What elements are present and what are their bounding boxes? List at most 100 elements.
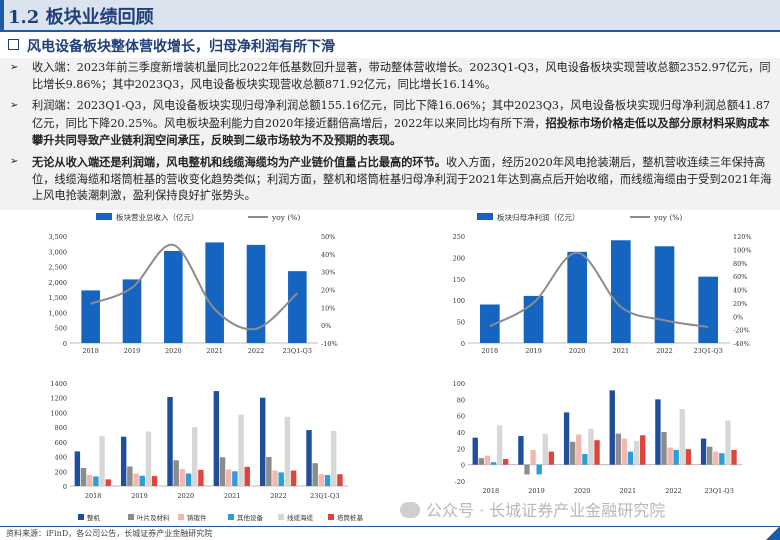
bar-塔筒桩基 <box>244 466 250 486</box>
y2-tick-label: 60% <box>733 273 747 281</box>
bar-整机 <box>609 390 615 465</box>
x-tick-label: 23Q1-Q3 <box>283 347 312 355</box>
y-tick-label: 0 <box>461 462 465 470</box>
subheading: 风电设备板块整体营收增长，归母净利润有所下滑 <box>8 36 335 56</box>
x-tick-label: 2019 <box>124 347 141 355</box>
x-tick-label: 2019 <box>525 347 542 355</box>
bar-塔筒桩基 <box>594 440 600 465</box>
x-tick-label: 23Q1-Q3 <box>704 487 733 495</box>
bar-线缆海缆 <box>238 414 244 486</box>
y-tick-label: 0 <box>63 340 67 348</box>
legend-label: yoy (%) <box>653 213 682 222</box>
section-header: 1.2 板块业绩回顾 <box>0 0 780 30</box>
y-tick-label: 1,000 <box>48 309 67 317</box>
y-tick-label: 800 <box>55 424 67 432</box>
y2-tick-label: -20% <box>733 327 750 335</box>
bar-其他设备 <box>93 476 99 486</box>
bullet-bold-text: 无论从收入端还是利润端，风电整机和线缆海缆均为产业链价值量占比最高的环节。 <box>32 155 446 169</box>
x-tick-label: 2019 <box>528 487 545 495</box>
x-tick-label: 2019 <box>131 492 148 500</box>
y-tick-label: -20 <box>455 478 465 486</box>
bar-其他设备 <box>278 472 284 486</box>
x-tick-label: 2022 <box>656 347 673 355</box>
bar-塔筒桩基 <box>151 476 158 486</box>
chart-revenue: 板块营业总收入（亿元） yoy (%) 0 500 1,000 1,500 2,000 2,5… <box>48 212 337 355</box>
bar-线缆海缆 <box>679 409 685 465</box>
bar-叶片及材料 <box>266 456 272 486</box>
bar-塔筒桩基 <box>337 474 343 486</box>
legend-swatch <box>178 514 184 520</box>
y2-tick-label: 20% <box>733 300 747 308</box>
bar-叶片及材料 <box>706 446 713 465</box>
y-tick-label: 100 <box>453 297 465 305</box>
bar-线缆海缆 <box>192 427 198 486</box>
x-tick-label: 2018 <box>483 487 500 495</box>
bar-叶片及材料 <box>219 457 226 486</box>
bar-线缆海缆 <box>588 428 594 465</box>
bar-叶片及材料 <box>615 433 622 465</box>
yoy-line <box>90 243 299 331</box>
bullet-revenue: ➢ 收入端：2023年前三季度新增装机量同比2022年低基数回升显著，带动整体营… <box>10 60 774 93</box>
bar-铸锻件 <box>272 470 278 486</box>
bar-叶片及材料 <box>312 463 318 486</box>
legend-swatch <box>278 514 284 520</box>
bar-叶片及材料 <box>80 467 87 486</box>
y2-tick-label: 20% <box>321 287 335 295</box>
bar-线缆海缆 <box>145 431 152 486</box>
bar-其他设备 <box>324 474 331 486</box>
y2-tick-label: 40% <box>733 287 747 295</box>
legend-swatch <box>78 514 84 520</box>
y2-tick-label: 50% <box>321 233 335 241</box>
bar-塔筒桩基 <box>548 451 555 465</box>
bar <box>246 244 266 343</box>
y-tick-label: 500 <box>55 325 67 333</box>
bar-铸锻件 <box>713 451 719 465</box>
y2-tick-label: 0% <box>321 322 331 330</box>
bar <box>288 271 307 343</box>
bar-整机 <box>700 438 707 465</box>
x-tick-label: 2018 <box>482 347 499 355</box>
bar-线缆海缆 <box>633 440 640 465</box>
bar-铸锻件 <box>225 469 232 486</box>
legend-label: 线缆海缆 <box>287 513 314 522</box>
bar-整机 <box>74 451 81 486</box>
x-tick-label: 2020 <box>178 492 195 500</box>
bar-线缆海缆 <box>331 430 337 486</box>
arrow-bullet-icon: ➢ <box>10 156 19 167</box>
y-tick-label: 2,000 <box>48 279 67 287</box>
chart-net-profit: 板块归母净利润（亿元） yoy (%) 0 50 100 150 200 250 -40% -20… <box>453 212 752 355</box>
bar-铸锻件 <box>133 473 139 486</box>
y-tick-label: 0 <box>63 483 67 491</box>
bar-铸锻件 <box>621 438 628 465</box>
x-tick-label: 2021 <box>613 347 630 355</box>
x-tick-label: 2018 <box>85 492 102 500</box>
bar <box>567 251 587 343</box>
y-tick-label: 60 <box>457 413 465 421</box>
bar <box>205 242 224 343</box>
y-tick-label: 600 <box>55 439 67 447</box>
bar-其他设备 <box>185 473 192 486</box>
y-tick-label: 200 <box>55 468 67 476</box>
bar-线缆海缆 <box>496 425 503 465</box>
summary-box: ➢ 收入端：2023年前三季度新增装机量同比2022年低基数回升显著，带动整体营… <box>0 58 780 210</box>
y-tick-label: 250 <box>453 233 465 241</box>
bar-铸锻件 <box>576 434 582 465</box>
bullet-text: 收入方面，经历2020年风电抢装潮后，整机营收连续三年保持高位，线缆海缆和塔筒桩… <box>32 156 772 202</box>
bar-叶片及材料 <box>569 441 576 465</box>
bar-塔筒桩基 <box>640 435 646 465</box>
bar <box>164 250 183 343</box>
legend-swatch <box>128 514 134 520</box>
bar-线缆海缆 <box>542 433 548 465</box>
legend-label: 其他设备 <box>237 513 264 522</box>
bar <box>81 290 100 343</box>
arrow-bullet-icon: ➢ <box>10 62 19 73</box>
x-tick-label: 2018 <box>82 347 99 355</box>
y-tick-label: 80 <box>457 396 465 404</box>
wechat-icon <box>400 502 420 518</box>
y-tick-label: 20 <box>457 445 465 453</box>
watermark: 公众号 · 长城证券产业金融研究院 <box>400 497 665 521</box>
bar-铸锻件 <box>179 469 186 486</box>
bar-其他设备 <box>719 453 725 465</box>
bar-其他设备 <box>673 449 679 465</box>
bullet-bold-text: 招投标市场价格走低以及部分原材料采购成本攀升共同导致产业链利润空间承压，反映到二… <box>32 115 770 148</box>
